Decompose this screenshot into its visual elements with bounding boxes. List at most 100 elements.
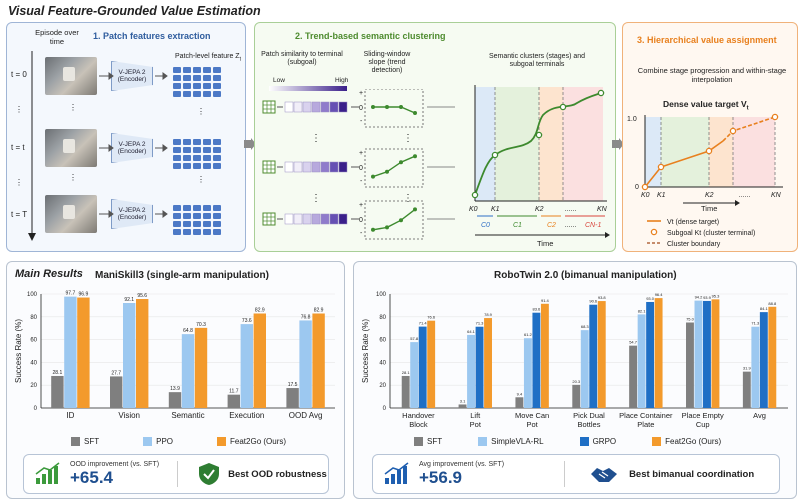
figure-title: Visual Feature-Grounded Value Estimation [8, 4, 261, 18]
data-label: 78.9 [484, 312, 493, 317]
data-label: 93.8 [598, 295, 607, 300]
x-tick-label: Avg [753, 411, 766, 420]
time-label: Time [537, 239, 553, 248]
x-tick-label: ID [66, 411, 74, 420]
y-tick-label: 0 [383, 406, 387, 412]
results-robotwin: RoboTwin 2.0 (bimanual manipulation) Suc… [353, 261, 797, 499]
data-label: 28.1 [53, 370, 63, 376]
panel2-graphics: +0 - +0 - +0 - ⋮ ⋮ ⋮ ⋮ [262, 89, 455, 240]
slope-line [373, 106, 416, 114]
time-label: Time [701, 204, 717, 213]
y-tick-label: 20 [30, 383, 37, 389]
low-label: Low [273, 77, 285, 84]
k-label: K0 [641, 192, 650, 199]
summary-right: Best OOD robustness [228, 468, 327, 480]
similarity-cell [320, 213, 330, 225]
time-label-t: t = t [11, 143, 25, 152]
data-label: 97.7 [66, 291, 76, 297]
y-tick: 0 [635, 184, 639, 191]
summary-value: +56.9 [419, 467, 463, 487]
slope-point [413, 111, 417, 115]
similarity-cell [320, 161, 330, 173]
bar [253, 313, 266, 408]
slope-tick: 0 [359, 165, 363, 172]
x-tick-label: Place Container [619, 411, 673, 420]
slope-tick: - [360, 230, 363, 237]
data-label: 82.9 [314, 307, 324, 313]
slope-point [399, 105, 403, 109]
x-tick-label: Move Can [515, 411, 549, 420]
slope-point [413, 154, 417, 159]
bar [597, 301, 606, 408]
bar [751, 326, 760, 408]
chart1-title: ManiSkill3 (single-arm manipulation) [95, 270, 269, 281]
slope-tick: + [359, 150, 363, 157]
data-label: 82.1 [638, 308, 647, 313]
data-label: 88.8 [768, 301, 777, 306]
bar [654, 298, 663, 408]
gradient-bar [269, 86, 347, 91]
arrow-right-icon [612, 138, 624, 150]
slope-tick: - [360, 118, 363, 125]
data-label: 9.4 [517, 391, 523, 396]
bar [240, 324, 253, 408]
similarity-cell [302, 213, 312, 225]
slope-point [371, 227, 375, 232]
c-label: C2 [547, 222, 556, 229]
dots: ⋮ [197, 107, 205, 116]
k-label: K2 [705, 192, 714, 199]
bar [703, 300, 711, 408]
svg-text:⋮: ⋮ [311, 133, 321, 144]
slope-label: Sliding-window slope (trend detection) [363, 51, 411, 75]
similarity-cell [338, 101, 348, 113]
data-label: 71.4 [419, 321, 428, 326]
feature-label: Patch-level feature Zt [175, 53, 241, 63]
similarity-cell [302, 101, 312, 113]
slope-window [364, 148, 424, 188]
legend-item: Feat2Go (Ours) [230, 437, 287, 446]
slope-window [364, 89, 424, 128]
c-label: C0 [481, 222, 490, 229]
c-label: ...... [565, 222, 577, 229]
y-tick-label: 60 [30, 338, 37, 344]
svg-text:⋮: ⋮ [403, 133, 413, 144]
legend-item: SimpleVLA-RL [491, 437, 544, 446]
bar [458, 404, 467, 408]
summary-label: Avg improvement (vs. SFT) [419, 460, 505, 468]
results-maniskill: Main Results ManiSkill3 (single-arm mani… [6, 261, 345, 499]
bar [523, 338, 532, 408]
x-tick-label: Bottles [578, 420, 601, 429]
bar [51, 375, 64, 408]
summary-right: Best bimanual coordination [629, 468, 755, 480]
bar [742, 371, 751, 408]
dots: ⋮ [69, 103, 77, 112]
data-label: 20.3 [572, 379, 581, 384]
bar [123, 303, 136, 408]
slope-tick: + [359, 90, 363, 97]
bar [299, 320, 312, 408]
bar [401, 375, 410, 408]
data-label: 84.1 [760, 306, 769, 311]
similarity-cell [293, 213, 303, 225]
high-label: High [335, 77, 349, 84]
k-label: K1 [657, 192, 666, 199]
y-tick-label: 100 [27, 292, 38, 298]
data-label: 93.0 [646, 296, 655, 301]
x-tick-label: Execution [229, 411, 264, 420]
similarity-cell [311, 101, 321, 113]
bar [484, 318, 492, 408]
data-label: 54.7 [629, 340, 638, 345]
time-label-0: t = 0 [11, 70, 27, 79]
cluster-label: Semantic clusters (stages) and subgoal t… [488, 53, 586, 69]
bar [629, 345, 638, 408]
similarity-cell [320, 101, 330, 113]
data-label: 31.9 [743, 366, 752, 371]
svg-text:⋮: ⋮ [403, 193, 413, 204]
bar [410, 342, 419, 408]
data-label: 96.4 [655, 292, 664, 297]
data-label: 28.1 [402, 370, 411, 375]
bar [686, 322, 694, 408]
chart-up-icon [35, 462, 60, 484]
x-tick-label: Lift [470, 411, 481, 420]
similarity-cell [293, 101, 303, 113]
